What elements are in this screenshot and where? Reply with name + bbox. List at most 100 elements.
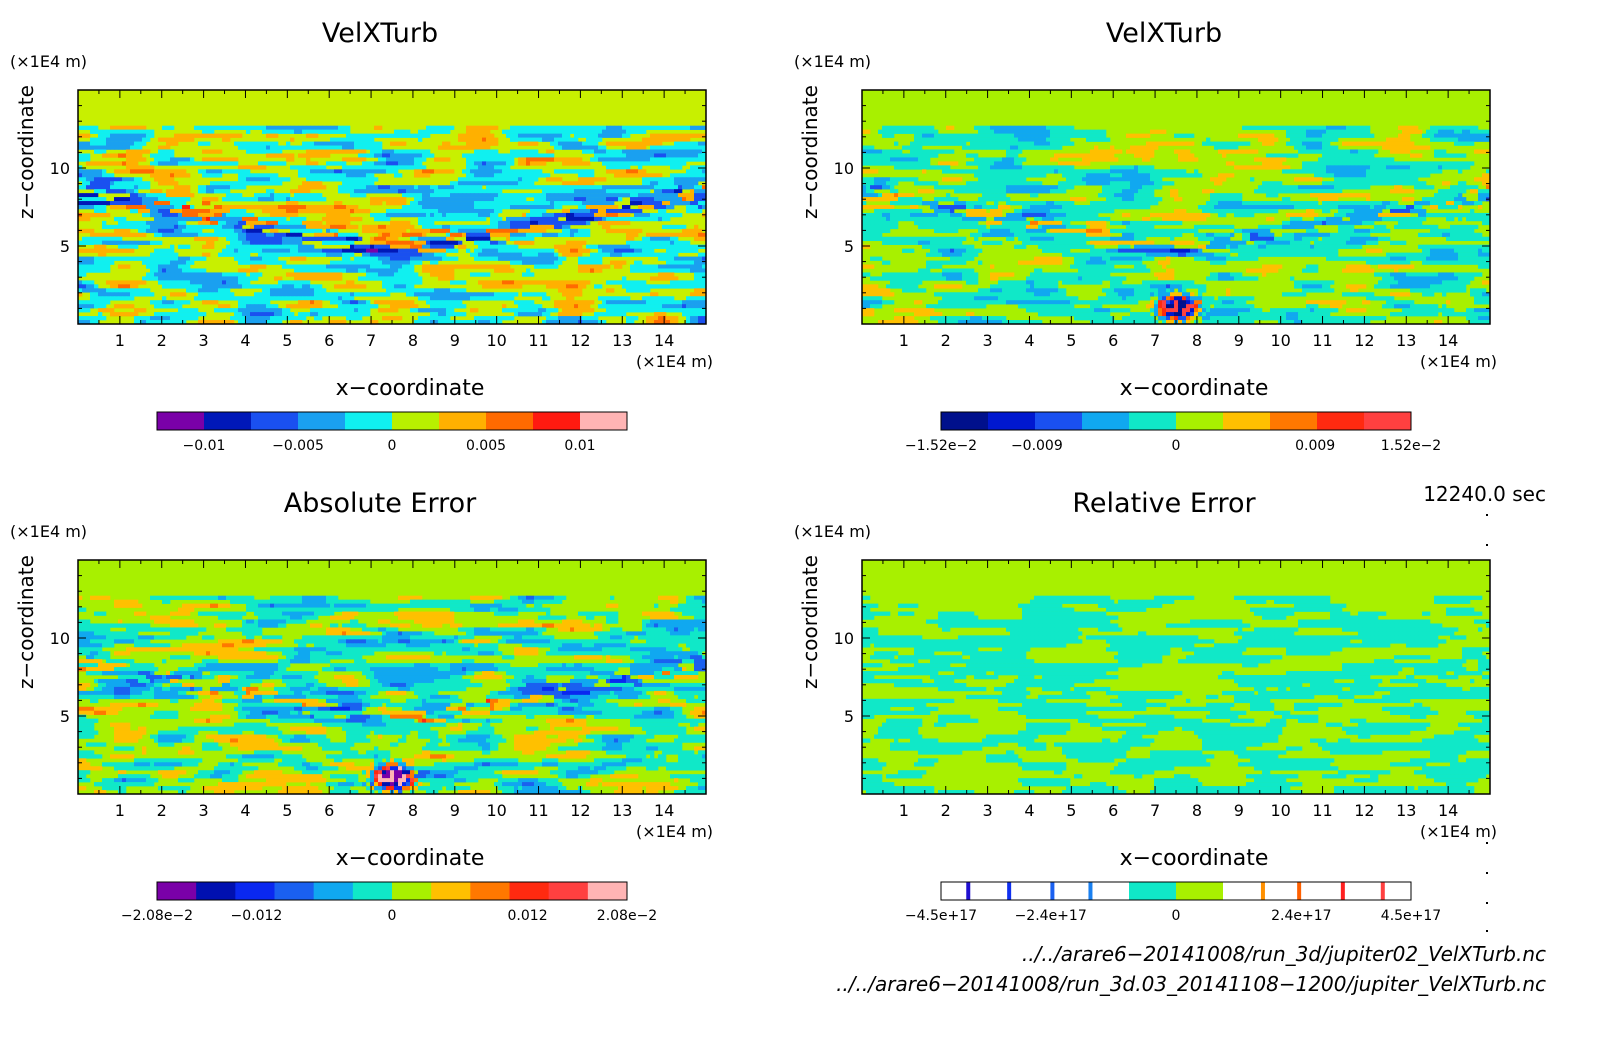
heatmap-cell [642,236,647,242]
heatmap-cell [118,224,123,230]
heatmap-cell [134,189,139,194]
heatmap-cell [682,248,687,253]
heatmap-cell [306,268,311,273]
heatmap-cell [102,197,107,202]
heatmap-cell [414,288,419,293]
heatmap-cell [386,197,391,202]
heatmap-cell [198,125,203,130]
heatmap-cell [682,145,687,150]
heatmap-cell [486,189,491,194]
heatmap-cell [702,189,707,194]
heatmap-cell [686,244,691,249]
heatmap-cell [278,252,283,257]
heatmap-cell [486,133,491,138]
heatmap-cell [414,292,419,297]
heatmap-cell [434,125,439,130]
heatmap-cell [114,181,119,186]
heatmap-cell [258,236,263,242]
heatmap-cell [206,300,211,305]
heatmap-cell [286,201,291,206]
heatmap-cell [254,125,259,130]
heatmap-cell [438,236,443,242]
heatmap-cell [358,177,363,182]
heatmap-cell [406,149,411,154]
heatmap-cell [170,169,175,174]
heatmap-cell [114,205,119,210]
heatmap-cell [662,296,667,301]
heatmap-cell [366,145,371,150]
heatmap-cell [250,212,255,218]
heatmap-cell [614,216,619,222]
heatmap-cell [526,125,531,130]
heatmap-cell [174,268,179,273]
heatmap-cell [258,125,263,130]
heatmap-cell [394,288,399,293]
heatmap-cell [334,125,339,130]
heatmap-cell [246,232,251,238]
heatmap-cell [474,240,479,245]
heatmap-cell [174,197,179,202]
heatmap-cell [494,197,499,202]
heatmap-cell [226,197,231,202]
heatmap-cell [202,212,207,218]
heatmap-cell [638,185,643,190]
heatmap-cell [246,149,251,154]
heatmap-cell [574,252,579,257]
heatmap-cell [686,232,691,238]
heatmap-cell [694,288,699,293]
heatmap-cell [418,185,423,190]
heatmap-cell [686,256,691,261]
heatmap-cell [570,228,575,234]
heatmap-cell [442,300,447,305]
heatmap-cell [582,300,587,305]
heatmap-cell [534,212,539,218]
heatmap-cell [86,125,91,130]
heatmap-cell [342,220,347,226]
heatmap-cell [386,228,391,234]
heatmap-cell [594,153,599,158]
heatmap-cell [206,185,211,190]
heatmap-cell [178,280,183,285]
heatmap-cell [622,153,627,158]
heatmap-cell [570,145,575,150]
heatmap-cell [210,216,215,222]
heatmap-cell [482,141,487,146]
heatmap-cell [334,216,339,222]
heatmap-cell [206,208,211,214]
heatmap-cell [298,244,303,249]
heatmap-cell [126,197,131,202]
heatmap-cell [310,308,315,313]
heatmap-cell [546,133,551,138]
heatmap-cell [250,284,255,289]
heatmap-cell [246,308,251,313]
heatmap-cell [250,220,255,226]
heatmap-cell [646,252,651,257]
heatmap-cell [138,256,143,261]
heatmap-cell [298,304,303,309]
heatmap-cell [142,125,147,130]
heatmap-cell [406,276,411,281]
heatmap-cell [454,212,459,218]
heatmap-cell [674,212,679,218]
heatmap-cell [106,232,111,238]
heatmap-cell [102,232,107,238]
heatmap-cell [346,212,351,218]
heatmap-cell [422,252,427,257]
heatmap-cell [614,161,619,166]
heatmap-cell [446,185,451,190]
heatmap-cell [234,244,239,249]
heatmap-cell [222,125,227,130]
heatmap-cell [654,300,659,305]
heatmap-cell [106,137,111,142]
heatmap-cell [274,125,279,130]
heatmap-cell [426,185,431,190]
heatmap-cell [254,268,259,273]
heatmap-cell [254,260,259,265]
heatmap-cell [198,272,203,277]
heatmap-cell [686,240,691,245]
heatmap-cell [322,145,327,150]
heatmap-cell [146,212,151,218]
heatmap-cell [466,141,471,146]
heatmap-cell [598,145,603,150]
heatmap-cell [122,296,127,301]
